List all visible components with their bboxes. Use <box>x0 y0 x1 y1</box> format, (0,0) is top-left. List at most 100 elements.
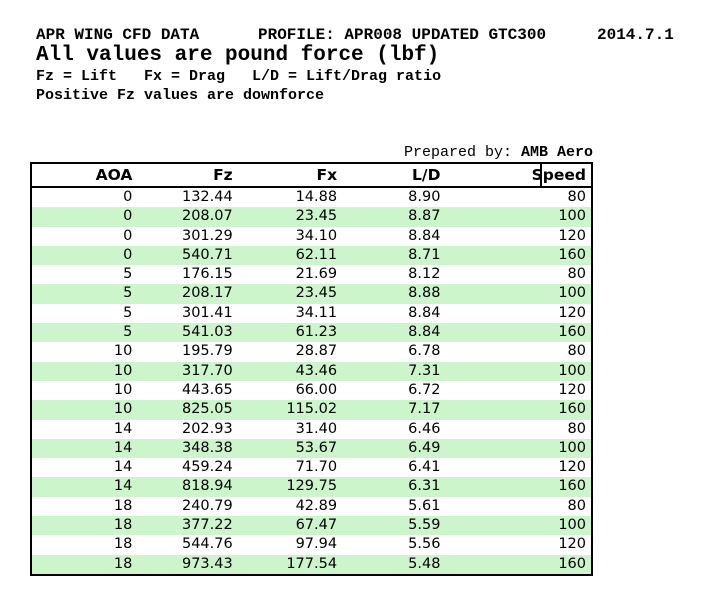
table-row: 10 443.65 66.00 6.72 120 <box>31 381 592 400</box>
table-row: 0 132.44 14.88 8.90 80 <box>31 187 592 207</box>
table-cell: 100 <box>445 207 592 227</box>
table-cell: 34.11 <box>295 304 338 321</box>
table-cell: 14.88 <box>295 189 338 205</box>
table-cell: 160 <box>445 400 592 420</box>
prepared-by: Prepared by: AMB Aero <box>403 144 593 162</box>
table-cell: 317.70 <box>137 361 238 381</box>
table-cell: 6.31 <box>342 477 446 497</box>
table-cell: 6.49 <box>342 438 446 459</box>
table-cell: 377.22 <box>137 516 238 536</box>
table-body: 0 132.44 14.88 8.90 80 0 208.07 23.45 8.87 100 0 30… <box>31 187 592 575</box>
table-cell: 160 <box>445 245 592 266</box>
table-row: 5 301.41 34.11 8.84 120 <box>31 304 592 323</box>
table-cell: 10 <box>113 381 133 398</box>
doc-version: 2014.7.1 <box>597 26 674 44</box>
table-cell: 8.90 <box>408 189 441 205</box>
table-cell: 443.65 <box>181 381 233 398</box>
table-cell: 0 <box>123 189 133 205</box>
table-cell: 42.89 <box>295 497 338 514</box>
table-cell: 62.11 <box>237 245 343 266</box>
table-cell: 5.48 <box>342 554 446 575</box>
table-cell: 14 <box>113 420 133 437</box>
table-cell: 18 <box>31 516 138 536</box>
table-cell: 348.38 <box>137 438 238 459</box>
table-cell: 14 <box>31 438 138 459</box>
table-cell: 459.24 <box>181 459 233 476</box>
prepared-by-label: Prepared by: <box>403 144 521 161</box>
table-row: 18 377.22 67.47 5.59 100 <box>31 516 592 536</box>
table-row: 18 973.43 177.54 5.48 160 <box>31 554 592 575</box>
table-cell: 53.67 <box>237 438 343 459</box>
col-header-fz: Fz <box>137 163 238 188</box>
table-cell: 5 <box>123 266 133 283</box>
table-cell: 973.43 <box>137 554 238 575</box>
table-cell: 7.17 <box>342 400 446 420</box>
table-cell: 10 <box>31 361 138 381</box>
table-cell: 6.78 <box>408 343 441 360</box>
table-row: 5 176.15 21.69 8.12 80 <box>31 265 592 284</box>
table-row: 18 544.76 97.94 5.56 120 <box>31 535 592 554</box>
table-cell: 100 <box>445 516 592 536</box>
doc-title: APR WING CFD DATA <box>36 26 200 44</box>
table-row: 14 348.38 53.67 6.49 100 <box>31 438 592 459</box>
table-cell: 301.41 <box>181 304 233 321</box>
table-cell: 120 <box>558 304 586 321</box>
table-cell: 160 <box>445 477 592 497</box>
table-cell: 7.31 <box>342 361 446 381</box>
table-cell: 71.70 <box>295 459 338 476</box>
doc-note: Positive Fz values are downforce <box>36 87 325 104</box>
table-cell: 31.40 <box>295 420 338 437</box>
table-cell: 28.87 <box>295 343 338 360</box>
table-cell: 0 <box>31 207 138 227</box>
table-cell: 10 <box>31 400 138 420</box>
table-cell: 208.07 <box>137 207 238 227</box>
table-cell: 825.05 <box>137 400 238 420</box>
table-cell: 8.84 <box>342 323 446 343</box>
table-row: 14 459.24 71.70 6.41 120 <box>31 458 592 477</box>
table-cell: 120 <box>558 459 586 476</box>
table-row: 14 202.93 31.40 6.46 80 <box>31 420 592 439</box>
table-cell: 8.84 <box>408 227 441 244</box>
table-row: 14 818.94 129.75 6.31 160 <box>31 477 592 497</box>
col-header-speed: Speed <box>445 163 592 188</box>
table-cell: 66.00 <box>295 381 338 398</box>
table-cell: 160 <box>445 554 592 575</box>
table-cell: 34.10 <box>295 227 338 244</box>
table-cell: 202.93 <box>181 420 233 437</box>
table-cell: 177.54 <box>237 554 343 575</box>
table-cell: 0 <box>31 245 138 266</box>
speed-header-left-border <box>540 164 542 187</box>
table-cell: 80 <box>567 266 586 283</box>
table-cell: 10 <box>113 343 133 360</box>
table-cell: 6.46 <box>408 420 441 437</box>
col-header-fx: Fx <box>237 163 343 188</box>
table-cell: 5.56 <box>408 536 441 553</box>
col-header-ld: L/D <box>342 163 446 188</box>
table-cell: 541.03 <box>137 323 238 343</box>
table-cell: 8.71 <box>342 245 446 266</box>
table-cell: 0 <box>123 227 133 244</box>
table-cell: 115.02 <box>237 400 343 420</box>
table-cell: 240.79 <box>181 497 233 514</box>
table-cell: 23.45 <box>237 284 343 304</box>
table-cell: 6.72 <box>408 381 441 398</box>
table-cell: 14 <box>31 477 138 497</box>
table-cell: 132.44 <box>181 189 233 205</box>
table-cell: 5.59 <box>342 516 446 536</box>
table-row: 10 317.70 43.46 7.31 100 <box>31 361 592 381</box>
table-row: 10 825.05 115.02 7.17 160 <box>31 400 592 420</box>
table-row: 5 208.17 23.45 8.88 100 <box>31 284 592 304</box>
table-cell: 100 <box>445 438 592 459</box>
table-cell: 544.76 <box>181 536 233 553</box>
table-cell: 80 <box>567 420 586 437</box>
table-cell: 5 <box>31 323 138 343</box>
table-cell: 8.87 <box>342 207 446 227</box>
doc-legend: Fz = Lift Fx = Drag L/D = Lift/Drag rati… <box>36 68 442 85</box>
table-row: 0 540.71 62.11 8.71 160 <box>31 245 592 266</box>
table-cell: 195.79 <box>181 343 233 360</box>
prepared-by-value: AMB Aero <box>520 144 593 161</box>
table-cell: 176.15 <box>181 266 233 283</box>
table-cell: 97.94 <box>295 536 338 553</box>
table-cell: 80 <box>567 343 586 360</box>
